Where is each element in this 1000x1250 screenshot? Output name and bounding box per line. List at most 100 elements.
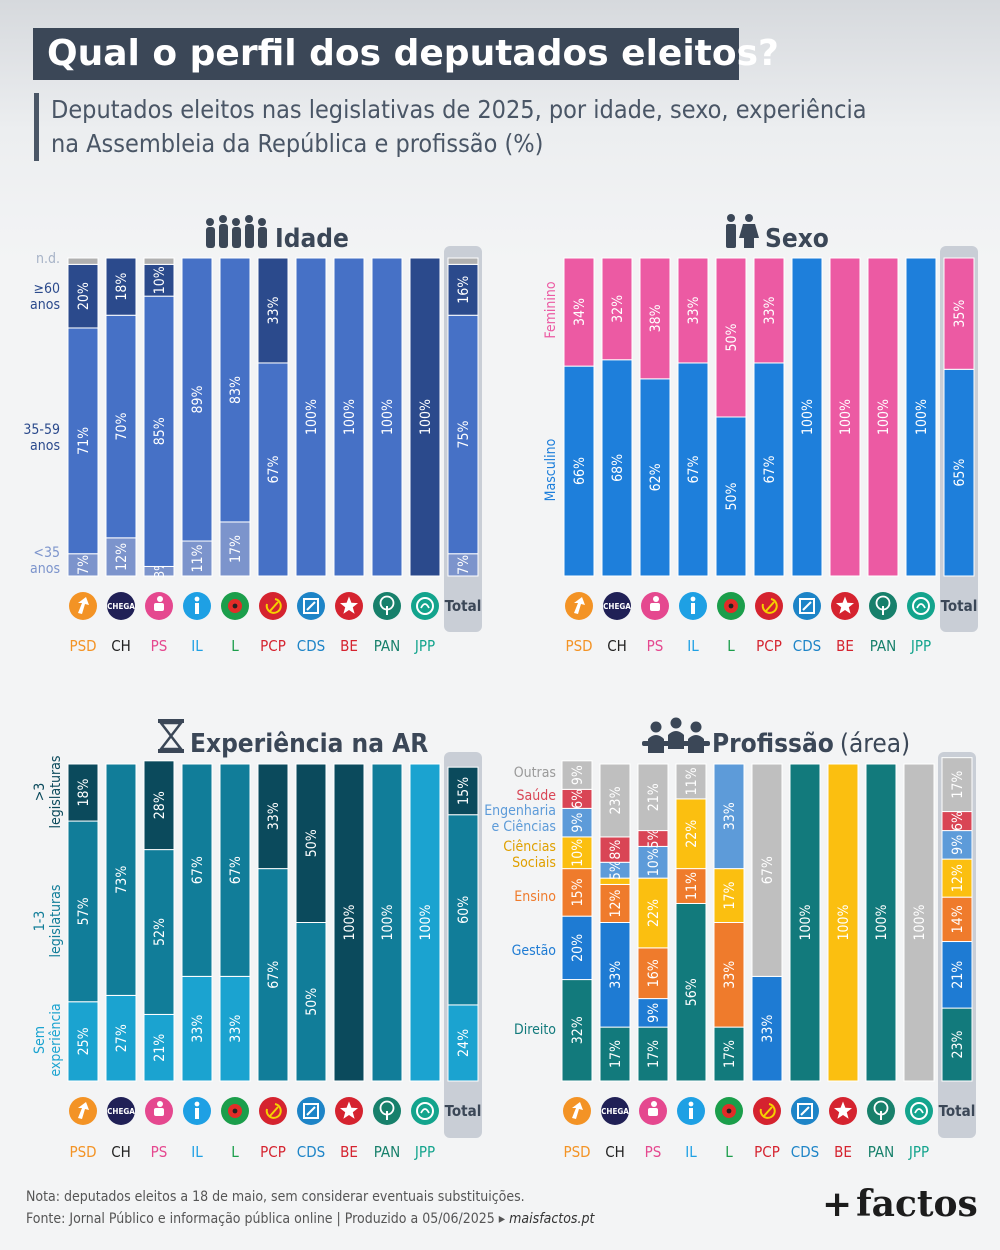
party-label-ps: PS (151, 637, 168, 655)
ps-fist-rose-icon (639, 1097, 667, 1125)
icon-part (642, 741, 710, 746)
legend-line: Sociais (512, 855, 556, 871)
data-label: 23% (608, 786, 624, 814)
party-label-pcp: PCP (260, 1143, 286, 1161)
legend-line: Ensino (514, 889, 556, 905)
legend-label-5: Ensino (514, 889, 556, 905)
data-label: 35% (952, 300, 968, 328)
data-label: 100% (418, 904, 434, 940)
icon-part (232, 218, 240, 226)
jpp-circle-icon (411, 592, 439, 620)
logo-glyph (195, 1108, 199, 1119)
data-label: 9% (570, 765, 586, 785)
total-label: Total (941, 597, 978, 615)
data-label: 50% (304, 829, 320, 857)
data-label: 9% (570, 813, 586, 833)
be-star-figure-icon (829, 1097, 857, 1125)
icon-part (258, 227, 267, 248)
legend-line: Sem (32, 1026, 48, 1054)
man-woman-icon (726, 214, 759, 248)
icon-part (219, 215, 227, 223)
data-label: 22% (646, 899, 662, 927)
data-label: 32% (570, 1016, 586, 1044)
party-label-l: L (231, 637, 239, 655)
data-label: 17% (608, 1040, 624, 1068)
legend-label-1: Outras (514, 765, 556, 781)
icon-part (739, 224, 759, 238)
chart-title-text: Experiência na AR (190, 729, 428, 759)
logo-glyph (154, 603, 164, 611)
logo-disc (411, 1097, 439, 1125)
logo-glyph (650, 603, 660, 611)
legend-line: anos (30, 438, 60, 454)
data-label: 100% (914, 399, 930, 435)
site-link[interactable]: maisfactos.pt (509, 1211, 594, 1227)
il-i-icon (183, 1097, 211, 1125)
party-label-pcp: PCP (756, 637, 782, 655)
il-i-icon (677, 1097, 705, 1125)
legend-line: n.d. (36, 251, 60, 267)
data-label: 100% (836, 904, 852, 940)
logo-glyph: CHEGA (107, 602, 135, 611)
data-label: 33% (722, 961, 738, 989)
data-label: 32% (610, 295, 626, 323)
legend-line: Saúde (517, 788, 557, 804)
brand-name: factos (856, 1183, 978, 1225)
chega-logo: CHEGA (107, 592, 135, 620)
data-label: 38% (648, 304, 664, 332)
livre-poppy-icon (717, 592, 745, 620)
data-label: 100% (418, 399, 434, 435)
data-label: 67% (760, 856, 776, 884)
logo-glyph (689, 1102, 694, 1107)
party-label-jpp: JPP (414, 1143, 435, 1161)
icon-part (745, 214, 753, 222)
logo-glyph (727, 1109, 732, 1114)
party-label-psd: PSD (69, 1143, 96, 1161)
data-label: 57% (76, 897, 92, 925)
jpp-circle-icon (411, 1097, 439, 1125)
party-label-ch: CH (111, 1143, 131, 1161)
chart-title-suffix: (área) (840, 729, 910, 759)
data-label: 17% (722, 882, 738, 910)
chega-logo: CHEGA (603, 592, 631, 620)
party-label-jpp: JPP (908, 1143, 929, 1161)
logo-disc (905, 1097, 933, 1125)
psd-arrow-icon (563, 1097, 591, 1125)
icon-part (727, 214, 735, 222)
data-label: 33% (266, 802, 282, 830)
be-star-figure-icon (335, 1097, 363, 1125)
data-label: 34% (572, 298, 588, 326)
logo-disc (755, 592, 783, 620)
data-label: 67% (228, 856, 244, 884)
cds-square-icon (297, 1097, 325, 1125)
data-label: 18% (76, 779, 92, 807)
party-label-l: L (725, 1143, 733, 1161)
data-label: 67% (266, 961, 282, 989)
icon-part (651, 722, 662, 733)
data-label: 73% (114, 866, 130, 894)
logo-disc (907, 592, 935, 620)
data-label: 100% (342, 904, 358, 940)
icon-part (691, 722, 702, 733)
chart-panel-3: Experiência na AR>3legislaturas1-3legisl… (32, 719, 482, 1161)
ps-fist-rose-icon (145, 1097, 173, 1125)
logo-glyph (689, 1108, 693, 1119)
legend-line: anos (30, 561, 60, 577)
logo-disc (259, 592, 287, 620)
party-label-ch: CH (111, 637, 131, 655)
party-label-jpp: JPP (414, 637, 435, 655)
data-label: 70% (114, 413, 130, 441)
logo-glyph (195, 597, 200, 602)
legend-label-2: Saúde (517, 788, 557, 804)
legend-label-3: 35-59 anos (23, 422, 60, 454)
data-label: 25% (76, 1027, 92, 1055)
total-label: Total (445, 597, 482, 615)
data-label: 66% (572, 457, 588, 485)
legend-line: anos (30, 297, 60, 313)
data-label: 100% (380, 904, 396, 940)
data-label: 100% (380, 399, 396, 435)
be-star-figure-icon (335, 592, 363, 620)
data-label: 23% (950, 1031, 966, 1059)
legend-line: 35-59 (23, 422, 60, 438)
ps-fist-rose-icon (145, 592, 173, 620)
